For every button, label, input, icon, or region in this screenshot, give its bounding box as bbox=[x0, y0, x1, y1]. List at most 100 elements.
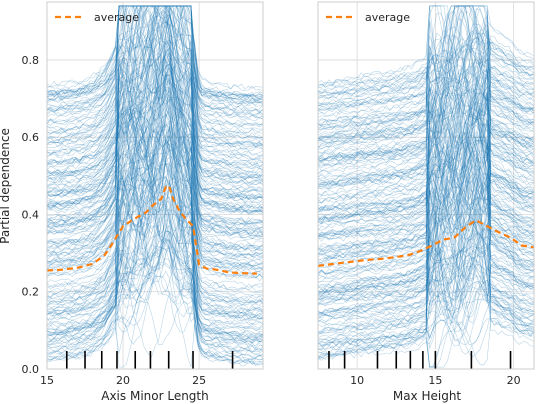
ice-line bbox=[47, 182, 263, 265]
ice-line bbox=[318, 5, 534, 97]
x-axis-label-left: Axis Minor Length bbox=[101, 389, 208, 403]
ice-line bbox=[318, 9, 534, 161]
ice-line bbox=[47, 246, 263, 319]
ice-line bbox=[318, 5, 534, 111]
ice-line bbox=[47, 74, 263, 179]
ice-line bbox=[47, 69, 263, 193]
ice-line bbox=[47, 34, 263, 147]
ice-line bbox=[318, 5, 534, 126]
ice-line bbox=[47, 240, 263, 319]
ice-line bbox=[47, 98, 263, 166]
ice-line bbox=[47, 176, 263, 270]
ice-line bbox=[47, 19, 263, 176]
ice-line bbox=[47, 196, 263, 288]
ice-line bbox=[318, 208, 534, 316]
ice-line bbox=[318, 230, 534, 294]
ice-line bbox=[318, 139, 534, 171]
ice-line bbox=[318, 5, 534, 100]
ice-line bbox=[47, 27, 263, 167]
ice-line bbox=[47, 107, 263, 259]
ice-line bbox=[47, 5, 263, 144]
ice-line bbox=[318, 76, 534, 114]
ice-line bbox=[318, 134, 534, 213]
ice-line bbox=[47, 128, 263, 256]
ice-line bbox=[318, 67, 534, 221]
ice-line bbox=[47, 5, 263, 157]
ice-line bbox=[318, 272, 534, 342]
ice-line bbox=[318, 97, 534, 224]
ice-line bbox=[47, 212, 263, 311]
ice-line bbox=[318, 260, 534, 321]
ice-line bbox=[47, 177, 263, 338]
y-tick-label: 0.0 bbox=[22, 363, 40, 376]
x-tick-label: 15 bbox=[40, 374, 54, 387]
ice-line bbox=[318, 180, 534, 319]
ice-line bbox=[318, 123, 534, 316]
ice-line bbox=[47, 270, 263, 366]
ice-line bbox=[47, 240, 263, 366]
ice-line bbox=[47, 5, 263, 146]
ice-line bbox=[318, 112, 534, 171]
ice-line bbox=[47, 179, 263, 259]
ice-line bbox=[318, 299, 534, 368]
ice-line bbox=[47, 123, 263, 224]
ice-line bbox=[318, 175, 534, 350]
ice-line bbox=[47, 41, 263, 139]
ice-line bbox=[318, 108, 534, 187]
ice-line bbox=[318, 181, 534, 333]
ice-line bbox=[47, 201, 263, 314]
ice-line bbox=[47, 5, 263, 90]
ice-line bbox=[318, 87, 534, 163]
ice-line bbox=[318, 5, 534, 134]
ice-line bbox=[318, 120, 534, 275]
ice-line bbox=[318, 51, 534, 144]
ice-line bbox=[47, 169, 263, 225]
ice-line bbox=[318, 30, 534, 179]
ice-line bbox=[47, 113, 263, 282]
ice-line bbox=[318, 76, 534, 136]
ice-line bbox=[318, 74, 534, 220]
ice-line bbox=[318, 153, 534, 236]
y-tick-label: 0.2 bbox=[22, 286, 40, 299]
ice-line bbox=[47, 5, 263, 107]
ice-line bbox=[47, 87, 263, 273]
ice-line bbox=[47, 51, 263, 212]
ice-line bbox=[318, 246, 534, 324]
ice-line bbox=[47, 5, 263, 164]
ice-line bbox=[47, 61, 263, 139]
ice-line bbox=[47, 152, 263, 252]
ice-line bbox=[318, 173, 534, 252]
ice-line bbox=[47, 58, 263, 181]
ice-line bbox=[47, 229, 263, 344]
ice-line bbox=[318, 189, 534, 274]
ice-line bbox=[318, 266, 534, 347]
ice-line bbox=[47, 5, 263, 119]
ice-line bbox=[47, 5, 263, 96]
ice-line bbox=[318, 211, 534, 297]
ice-line bbox=[318, 92, 534, 240]
ice-line bbox=[47, 5, 263, 128]
ice-line bbox=[47, 76, 263, 196]
ice-line bbox=[47, 148, 263, 311]
ice-line bbox=[47, 74, 263, 160]
ice-line bbox=[47, 127, 263, 301]
ice-line bbox=[318, 208, 534, 255]
ice-line bbox=[318, 92, 534, 146]
ice-line bbox=[47, 275, 263, 361]
ice-line bbox=[318, 163, 534, 359]
ice-line bbox=[47, 40, 263, 115]
ice-line bbox=[318, 216, 534, 344]
ice-line bbox=[47, 5, 263, 173]
ice-line bbox=[318, 5, 534, 86]
ice-line bbox=[318, 173, 534, 237]
ice-line bbox=[47, 132, 263, 342]
ice-line bbox=[47, 231, 263, 337]
ice-line bbox=[318, 224, 534, 297]
ice-line bbox=[47, 65, 263, 294]
ice-line bbox=[318, 245, 534, 283]
ice-line bbox=[318, 92, 534, 200]
ice-line bbox=[47, 152, 263, 223]
ice-line bbox=[47, 97, 263, 270]
ice-line bbox=[47, 219, 263, 305]
